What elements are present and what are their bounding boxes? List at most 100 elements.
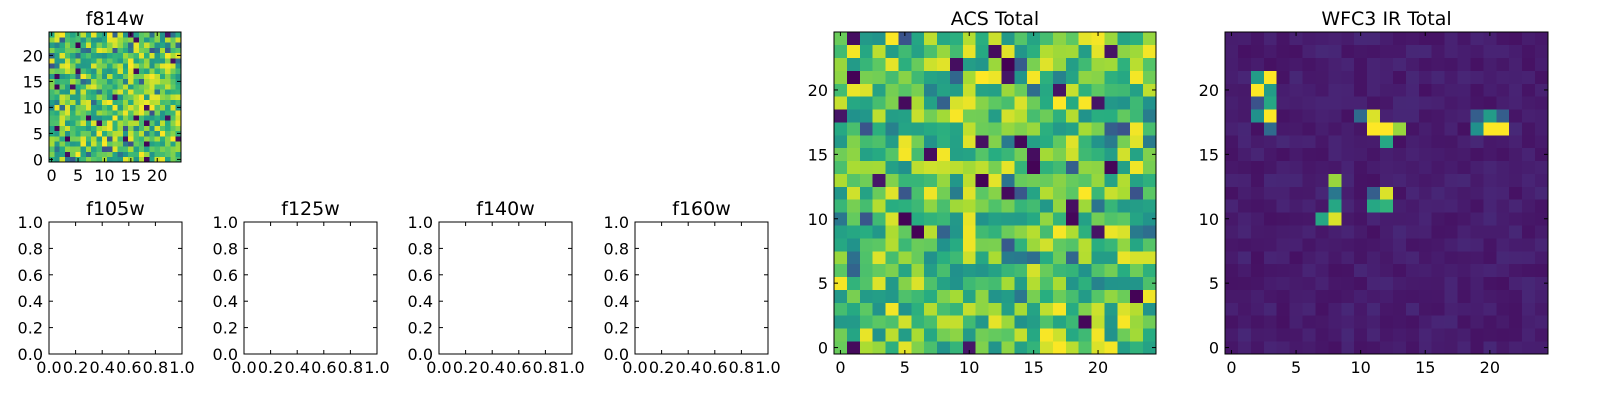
- heatmap-cell: [1496, 186, 1510, 200]
- heatmap-cell: [1078, 32, 1092, 46]
- heatmap-cell: [924, 32, 938, 46]
- heatmap-cell: [1225, 328, 1239, 342]
- heatmap-cell: [1289, 44, 1303, 59]
- heatmap-cell: [1367, 160, 1381, 174]
- heatmap-cell: [107, 58, 113, 64]
- y-tick-label: 1.0: [18, 213, 43, 232]
- heatmap-cell: [85, 156, 92, 163]
- heatmap-cell: [112, 47, 118, 54]
- heatmap-cell: [59, 73, 66, 80]
- heatmap-cell: [1237, 341, 1252, 355]
- heatmap-cell: [898, 57, 912, 71]
- heatmap-cell: [96, 99, 103, 106]
- heatmap-cell: [1001, 147, 1015, 162]
- heatmap-cell: [988, 289, 1002, 303]
- heatmap-cell: [1250, 315, 1265, 329]
- heatmap-cell: [911, 263, 925, 278]
- heatmap-cell: [1117, 289, 1131, 303]
- heatmap-cell: [1315, 212, 1329, 226]
- heatmap-cell: [1328, 44, 1342, 59]
- heatmap-cell: [64, 115, 71, 121]
- heatmap-cell: [49, 120, 55, 126]
- heatmap-cell: [1104, 44, 1118, 59]
- heatmap-cell: [911, 173, 925, 187]
- heatmap-cell: [1263, 96, 1277, 110]
- heatmap-cell: [159, 136, 166, 142]
- heatmap-cell: [1405, 289, 1420, 303]
- heatmap-cell: [1315, 109, 1329, 123]
- heatmap-cell: [1380, 109, 1394, 123]
- heatmap-cell: [54, 73, 60, 80]
- heatmap-cell: [133, 115, 140, 121]
- heatmap-cell: [107, 125, 113, 132]
- y-tick-label: 0.4: [408, 292, 433, 311]
- heatmap-cell: [885, 70, 899, 84]
- heatmap-cell: [1130, 160, 1144, 174]
- heatmap-cell: [122, 99, 129, 106]
- heatmap-cell: [1509, 289, 1523, 303]
- heatmap-cell: [1052, 225, 1067, 239]
- heatmap-cell: [117, 156, 124, 163]
- heatmap-cell: [1001, 328, 1015, 342]
- heatmap-cell: [91, 32, 97, 38]
- heatmap-cell: [1457, 109, 1471, 123]
- panel-f105w: 0.0 0.2 0.4 0.6 0.8 1.00.00.20.40.60.81.0f105…: [18, 198, 195, 377]
- heatmap-cell: [962, 173, 976, 187]
- heatmap-cell: [70, 52, 76, 59]
- heatmap-cell: [159, 63, 166, 69]
- heatmap-cell: [149, 73, 155, 80]
- heatmap-cell: [133, 136, 140, 142]
- heatmap-cell: [1130, 70, 1144, 84]
- heatmap-cell: [1535, 199, 1549, 213]
- heatmap-cell: [91, 47, 97, 54]
- heatmap-cell: [1405, 32, 1420, 46]
- heatmap-cell: [175, 58, 182, 64]
- heatmap-cell: [1104, 135, 1118, 149]
- heatmap-cell: [988, 225, 1002, 239]
- heatmap-cell: [122, 84, 129, 90]
- heatmap-cell: [1052, 341, 1067, 355]
- heatmap-cell: [1104, 83, 1118, 97]
- heatmap-cell: [872, 328, 886, 342]
- heatmap-cell: [101, 94, 108, 100]
- heatmap-cell: [1276, 186, 1290, 200]
- heatmap-cell: [1302, 186, 1316, 200]
- heatmap-cell: [117, 125, 124, 132]
- heatmap-cell: [1263, 173, 1277, 187]
- heatmap-cell: [1091, 276, 1105, 290]
- heatmap-cell: [988, 147, 1002, 162]
- heatmap-cell: [924, 57, 938, 71]
- heatmap-cell: [1040, 328, 1054, 342]
- heatmap-cell: [911, 289, 925, 303]
- heatmap-cell: [1522, 212, 1536, 226]
- heatmap-cell: [149, 37, 155, 43]
- heatmap-cell: [1341, 276, 1355, 290]
- heatmap-cell: [1078, 289, 1092, 303]
- heatmap-cell: [1354, 276, 1368, 290]
- heatmap-cell: [112, 151, 118, 158]
- heatmap-cell: [1130, 225, 1144, 239]
- x-tick-label: 1.0: [364, 358, 389, 377]
- heatmap-cell: [1509, 315, 1523, 329]
- heatmap-cell: [154, 146, 161, 152]
- heatmap-cell: [1328, 263, 1342, 278]
- heatmap-cell: [101, 73, 108, 80]
- heatmap-cell: [170, 94, 177, 100]
- heatmap-cell: [64, 110, 71, 116]
- heatmap-cell: [1354, 212, 1368, 226]
- heatmap-cell: [1237, 315, 1252, 329]
- heatmap-cell: [85, 99, 92, 106]
- heatmap-cell: [975, 225, 989, 239]
- heatmap-cell: [1354, 341, 1368, 355]
- heatmap-cell: [962, 96, 976, 110]
- heatmap-cell: [1470, 83, 1484, 97]
- heatmap-cell: [1483, 135, 1497, 149]
- heatmap-cell: [1104, 186, 1118, 200]
- heatmap-cell: [1263, 212, 1277, 226]
- heatmap-cell: [1431, 302, 1445, 316]
- heatmap-cell: [165, 125, 171, 132]
- heatmap-cell: [144, 89, 150, 95]
- heatmap-cell: [1444, 160, 1458, 174]
- heatmap-cell: [1380, 122, 1394, 136]
- heatmap-cell: [59, 63, 66, 69]
